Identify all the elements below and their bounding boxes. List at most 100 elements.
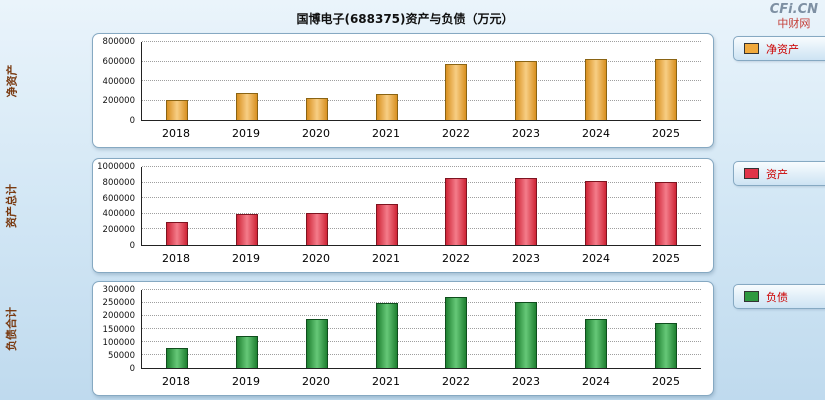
- chart-row-net-assets: 净资产 0 200000 400000 600000 800000 2018 2019 20…: [0, 33, 825, 148]
- x-tick-label: 2025: [652, 375, 680, 388]
- bar-2018: [165, 100, 188, 120]
- legend-total-assets: 资产: [733, 161, 825, 186]
- y-axis-title-text: 负债合计: [5, 306, 18, 351]
- x-tick-label: 2022: [442, 127, 470, 140]
- bar-slot-2024: [561, 42, 631, 120]
- gridline: [142, 181, 701, 183]
- bar-2019: [235, 335, 258, 368]
- y-tick-label: 200000: [102, 225, 135, 236]
- y-axis-title-total-liabilities: 负债合计: [2, 281, 20, 376]
- legend-total-liabilities: 负债: [733, 284, 825, 309]
- x-axis-labels: 2018 2019 2020 2021 2022 2023 2024 2025: [141, 375, 701, 391]
- y-tick-label: 600000: [102, 193, 135, 204]
- gridline: [142, 60, 701, 62]
- x-tick-label: 2024: [582, 375, 610, 388]
- bar-slot-2018: [142, 167, 212, 245]
- bar-2020: [305, 212, 328, 245]
- bar-slot-2020: [282, 167, 352, 245]
- y-tick-label: 1000000: [97, 162, 135, 172]
- y-tick-label: 250000: [102, 298, 135, 309]
- bar-2025: [655, 182, 678, 245]
- bar-2024: [585, 181, 608, 245]
- bar-2023: [515, 302, 538, 368]
- bar-slot-2021: [352, 42, 422, 120]
- chart-panel-total-liabilities: 0 50000 100000 150000 200000 250000 300000 201…: [92, 281, 714, 396]
- bars: [142, 290, 701, 368]
- gridline: [142, 302, 701, 303]
- bar-slot-2023: [491, 42, 561, 120]
- bar-2020: [305, 318, 328, 368]
- bar-2019: [235, 93, 258, 120]
- bar-slot-2023: [491, 290, 561, 368]
- bar-slot-2021: [352, 290, 422, 368]
- bar-slot-2025: [631, 42, 701, 120]
- gridline: [142, 315, 701, 316]
- gridline: [142, 99, 701, 101]
- bar-2023: [515, 61, 538, 120]
- page-title: 国博电子(688375)资产与负债（万元）: [296, 12, 514, 26]
- bar-slot-2023: [491, 167, 561, 245]
- bar-2022: [445, 296, 468, 368]
- y-tick-label: 200000: [102, 311, 135, 322]
- x-tick-label: 2025: [652, 127, 680, 140]
- bar-2025: [655, 322, 678, 368]
- bar-2019: [235, 214, 258, 245]
- y-axis-ticks: 0 200000 400000 600000 800000: [95, 37, 139, 126]
- watermark-zhongcaiwang: 中财网: [777, 16, 811, 30]
- bar-slot-2018: [142, 290, 212, 368]
- x-tick-label: 2018: [162, 127, 190, 140]
- x-tick-label: 2019: [232, 127, 260, 140]
- x-tick-label: 2019: [232, 252, 260, 265]
- y-tick-label: 400000: [102, 76, 135, 87]
- cfi-watermark: CFi.CN 中财网: [770, 2, 818, 31]
- gridline: [142, 354, 701, 355]
- bar-slot-2024: [561, 167, 631, 245]
- bar-slot-2019: [212, 42, 282, 120]
- bars: [142, 42, 701, 120]
- x-tick-label: 2023: [512, 127, 540, 140]
- bars: [142, 167, 701, 245]
- bar-slot-2022: [422, 167, 492, 245]
- bar-2021: [375, 93, 398, 120]
- x-tick-label: 2021: [372, 252, 400, 265]
- legend-swatch: [744, 168, 759, 179]
- bar-slot-2024: [561, 290, 631, 368]
- legend-label: 净资产: [766, 42, 799, 56]
- y-axis-title-net-assets: 净资产: [2, 33, 20, 128]
- y-axis-title-text: 净资产: [5, 64, 18, 97]
- bar-2021: [375, 303, 398, 368]
- bar-slot-2018: [142, 42, 212, 120]
- legend-net-assets: 净资产: [733, 36, 825, 61]
- bar-slot-2019: [212, 290, 282, 368]
- gridline: [142, 197, 701, 199]
- bar-slot-2020: [282, 42, 352, 120]
- x-tick-label: 2018: [162, 252, 190, 265]
- y-axis-ticks: 0 50000 100000 150000 200000 250000 300000: [95, 285, 139, 374]
- x-tick-label: 2020: [302, 375, 330, 388]
- gridline: [142, 41, 701, 42]
- chart-row-total-assets: 资产总计 0 200000 400000 600000 800000 1000000 20…: [0, 158, 825, 273]
- bar-slot-2022: [422, 42, 492, 120]
- bar-2023: [515, 177, 538, 245]
- gridline: [142, 166, 701, 167]
- x-tick-label: 2021: [372, 375, 400, 388]
- bar-slot-2025: [631, 290, 701, 368]
- legend-label: 负债: [766, 290, 788, 304]
- chart-panel-net-assets: 0 200000 400000 600000 800000 2018 2019 2020 20…: [92, 33, 714, 148]
- bar-2020: [305, 98, 328, 120]
- chart-row-total-liabilities: 负债合计 0 50000 100000 150000 200000 250000 30000…: [0, 281, 825, 396]
- x-tick-label: 2022: [442, 375, 470, 388]
- y-tick-label: 50000: [107, 350, 135, 361]
- bar-slot-2020: [282, 290, 352, 368]
- y-tick-label: 400000: [102, 209, 135, 220]
- x-axis-labels: 2018 2019 2020 2021 2022 2023 2024 2025: [141, 252, 701, 268]
- y-tick-label: 150000: [102, 324, 135, 335]
- x-tick-label: 2024: [582, 252, 610, 265]
- bar-2021: [375, 204, 398, 245]
- legend-swatch: [744, 291, 759, 302]
- bar-2025: [655, 58, 678, 120]
- bar-slot-2021: [352, 167, 422, 245]
- gridline: [142, 80, 701, 81]
- y-tick-label: 800000: [102, 177, 135, 188]
